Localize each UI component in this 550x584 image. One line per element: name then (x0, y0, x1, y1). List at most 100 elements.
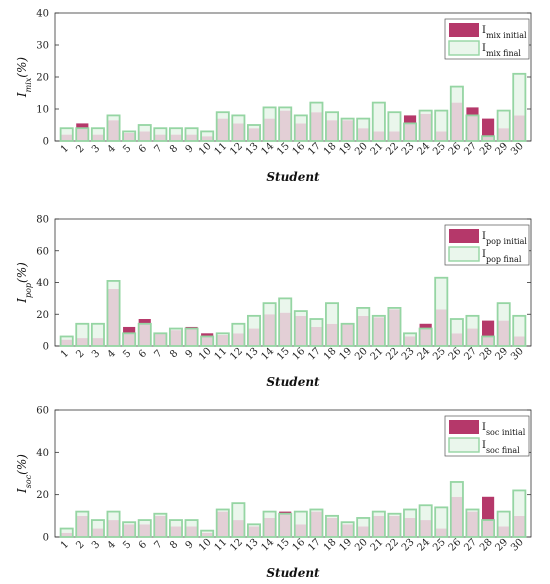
x-tick-label: 24 (415, 346, 432, 363)
bar-group-student-23 (403, 332, 418, 347)
x-tick-label: 11 (213, 141, 230, 158)
bar-final-outline (340, 521, 355, 538)
x-tick-label: 4 (106, 348, 118, 360)
bar-final-excess (279, 298, 292, 313)
bar-group-student-6 (137, 519, 152, 538)
bar-group-student-8 (168, 127, 183, 142)
bar-overlap (138, 524, 151, 537)
x-tick-label: 10 (197, 346, 214, 363)
y-axis-title: Imix(%) (15, 57, 33, 98)
bar-final-outline (356, 306, 371, 347)
x-tick-label: 12 (228, 346, 245, 363)
bar-final-excess (185, 128, 198, 135)
bar-final-excess (403, 509, 417, 518)
legend-swatch-final (448, 246, 480, 262)
x-tick-label: 5 (121, 143, 133, 155)
bar-overlap (388, 309, 401, 346)
bar-final-outline (106, 510, 121, 538)
bar-final-outline (246, 314, 261, 347)
x-tick-label: 6 (137, 348, 149, 360)
bar-overlap (450, 333, 463, 346)
x-tick-label: 25 (431, 141, 448, 158)
bar-group-student-30 (512, 489, 527, 538)
bar-overlap (247, 328, 261, 346)
bar-initial-excess (201, 333, 214, 337)
bar-final-outline (418, 109, 433, 142)
bar-final-outline (434, 276, 449, 347)
bar-final-excess (138, 520, 151, 525)
bar-overlap (435, 131, 448, 141)
bar-overlap (357, 315, 370, 346)
bar-group-student-9 (184, 127, 199, 142)
y-axis-title-group: Ipop(%) (15, 262, 33, 304)
bar-final-excess (60, 336, 73, 340)
bar-group-student-23 (403, 115, 418, 142)
x-tick-label: 7 (152, 143, 164, 155)
bar-overlap (138, 131, 151, 141)
bar-group-student-13 (246, 314, 261, 347)
x-tick-label: 10 (197, 537, 214, 554)
bar-overlap (123, 333, 136, 346)
bar-final-excess (325, 303, 339, 324)
bar-final-outline (449, 85, 464, 142)
bar-overlap (357, 526, 370, 537)
bar-group-student-7 (153, 512, 168, 538)
bar-overlap (185, 328, 198, 346)
x-tick-label: 12 (228, 141, 245, 158)
bar-group-student-28 (481, 496, 496, 538)
bar-group-student-15 (278, 106, 293, 142)
bar-overlap (169, 134, 183, 141)
x-tick-label: 23 (400, 537, 417, 554)
legend-swatch-initial (449, 229, 479, 243)
bar-final-excess (497, 303, 510, 321)
bar-final-outline (387, 512, 402, 538)
x-tick-label: 18 (322, 141, 339, 158)
bar-group-student-14 (262, 510, 277, 538)
bar-final-excess (263, 511, 276, 518)
bar-overlap (294, 123, 307, 141)
x-tick-label: 5 (121, 539, 133, 551)
x-tick-label: 4 (106, 539, 118, 551)
legend-swatch-initial (449, 420, 479, 434)
bar-final-excess (372, 102, 385, 132)
x-tick-label: 26 (447, 141, 464, 158)
x-tick-label: 17 (306, 141, 323, 158)
bar-overlap (201, 336, 214, 346)
bar-initial-excess (419, 323, 432, 329)
bar-final-outline (262, 106, 277, 142)
x-tick-label: 1 (59, 539, 71, 551)
bar-overlap (232, 123, 245, 141)
bar-overlap (201, 532, 214, 537)
bar-final-outline (309, 508, 324, 538)
bar-final-excess (341, 522, 354, 525)
x-tick-label: 8 (168, 348, 180, 360)
bar-group-student-13 (246, 523, 261, 538)
bar-final-outline (356, 117, 371, 142)
bar-overlap (341, 323, 354, 346)
bar-overlap (357, 128, 370, 141)
bar-final-outline (75, 127, 90, 142)
bar-group-student-18 (325, 111, 340, 142)
bar-overlap (372, 515, 385, 537)
bar-group-student-18 (325, 514, 340, 538)
bar-final-outline (512, 489, 527, 538)
bar-overlap (232, 333, 245, 346)
bar-overlap (91, 134, 105, 141)
bar-final-outline (153, 512, 168, 538)
bar-final-outline (90, 127, 105, 142)
bar-group-student-13 (246, 124, 261, 142)
x-tick-label: 25 (431, 537, 448, 554)
bar-final-outline (122, 332, 137, 347)
bar-overlap (263, 118, 276, 141)
bar-overlap (76, 338, 89, 346)
bar-overlap (279, 110, 292, 141)
bar-overlap (403, 336, 417, 346)
x-tick-label: 20 (353, 537, 370, 554)
bar-group-student-17 (309, 508, 324, 538)
bar-overlap (294, 315, 307, 346)
bar-final-outline (278, 512, 293, 538)
x-tick-label: 4 (106, 143, 118, 155)
bar-group-student-25 (434, 109, 449, 142)
bar-group-student-19 (340, 521, 355, 538)
